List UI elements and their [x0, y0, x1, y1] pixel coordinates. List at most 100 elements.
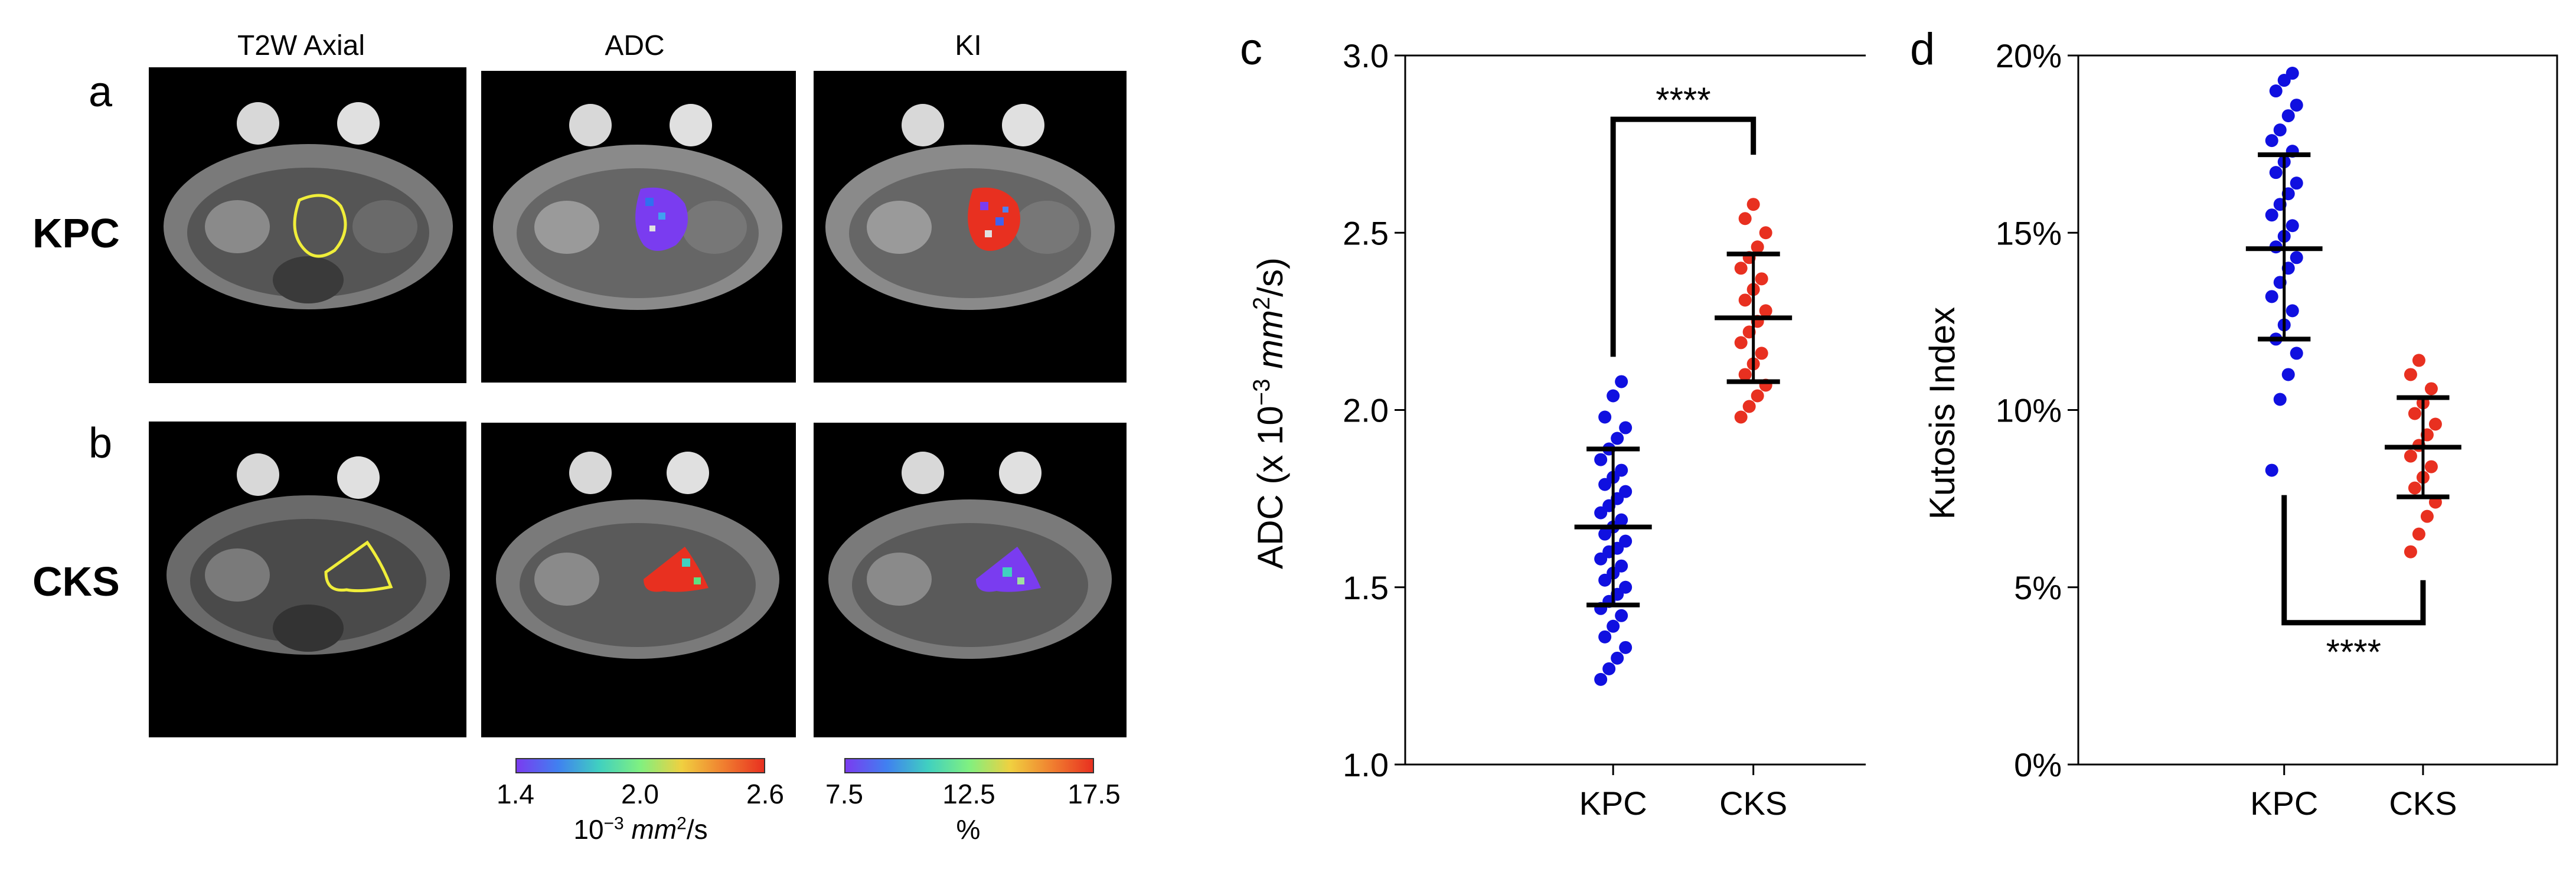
data-point-cks [2404, 449, 2417, 463]
data-point-cks [1755, 347, 1768, 360]
data-point-kpc [1619, 580, 1633, 594]
data-point-cks [1738, 293, 1752, 307]
data-point-cks [1755, 272, 1768, 286]
data-point-kpc [1615, 375, 1628, 388]
ki-colorbar-tick: 12.5 [942, 779, 995, 809]
y-tick-label: 10% [1996, 392, 2062, 429]
data-point-cks [2412, 527, 2425, 541]
data-point-cks [2424, 382, 2438, 396]
data-point-kpc [2290, 177, 2303, 190]
y-tick-label: 2.5 [1343, 214, 1389, 251]
data-point-cks [1738, 212, 1752, 226]
data-point-kpc [2281, 109, 2295, 123]
y-axis-label: ADC (x 10−3 mm2/s) [1249, 257, 1290, 569]
ki-colorbar-tick: 7.5 [825, 779, 863, 809]
mri-cks-adc [481, 423, 796, 737]
mri-kpc-t2w [149, 67, 466, 383]
mri-kpc-adc [481, 71, 796, 383]
data-point-kpc [1598, 630, 1612, 643]
data-point-kpc [2265, 134, 2278, 148]
y-tick-label: 1.5 [1343, 569, 1389, 606]
mri-cks-ki [814, 423, 1127, 737]
data-point-cks [1742, 400, 1756, 413]
data-point-cks [1746, 198, 1760, 211]
data-point-cks [2404, 368, 2417, 381]
data-point-kpc [2265, 463, 2278, 477]
data-point-kpc [1598, 410, 1612, 424]
data-point-kpc [2290, 347, 2303, 360]
data-point-kpc [2273, 123, 2287, 137]
adc-colorbar-tick: 2.0 [621, 779, 659, 809]
data-point-cks [2428, 417, 2442, 431]
y-tick-label: 0% [2014, 746, 2062, 783]
data-point-kpc [1607, 389, 1620, 403]
panel-letter-d: d [1910, 24, 1935, 74]
ki-colorbar-tick: 17.5 [1067, 779, 1121, 809]
y-tick-label: 15% [1996, 214, 2062, 251]
data-point-kpc [1619, 534, 1633, 548]
adc-colorbar-tick: 1.4 [497, 779, 534, 809]
ki-colorbar [844, 758, 1094, 773]
x-tick-label: CKS [1719, 785, 1787, 822]
adc-scatter-chart: ADC (x 10−3 mm2/s) 1.0 1.5 2.0 2.5 3.0 KPC CKS… [1249, 37, 1866, 822]
data-point-cks [1759, 304, 1772, 318]
adc-colorbar-tick: 2.6 [746, 779, 784, 809]
adc-colorbar [515, 758, 765, 773]
data-point-kpc [1611, 651, 1624, 665]
data-point-kpc [1619, 421, 1633, 434]
data-point-cks [1751, 240, 1764, 254]
data-point-kpc [1619, 641, 1633, 654]
row-label-kpc: KPC [32, 210, 120, 256]
significance-label: **** [2326, 632, 2381, 672]
x-tick-label: CKS [2389, 785, 2457, 822]
row-letter-b: b [89, 420, 113, 467]
data-point-cks [1738, 368, 1752, 381]
data-point-kpc [1594, 672, 1608, 686]
data-point-kpc [2286, 219, 2299, 233]
data-point-kpc [2290, 99, 2303, 112]
plot-frame [2077, 54, 2558, 766]
y-tick-label: 1.0 [1343, 746, 1389, 783]
column-title-ki: KI [955, 30, 982, 61]
ki-colorbar-label: % [956, 814, 981, 845]
panel-letter-c: c [1240, 24, 1262, 74]
data-point-cks [1734, 262, 1748, 275]
row-label-cks: CKS [32, 558, 120, 605]
data-point-kpc [2286, 67, 2299, 80]
data-point-cks [2408, 407, 2421, 420]
data-point-kpc [2269, 84, 2283, 98]
data-point-cks [1734, 410, 1748, 424]
data-point-kpc [2273, 393, 2287, 406]
mri-kpc-ki [814, 71, 1127, 383]
kurtosis-scatter-chart: Kutosis Index 0% 5% 10% 15% 20% KPC CKS **** [1922, 37, 2558, 822]
data-point-kpc [2265, 208, 2278, 222]
data-point-kpc [1602, 662, 1616, 675]
data-point-cks [1751, 389, 1764, 403]
data-point-kpc [2290, 251, 2303, 264]
data-point-cks [1734, 336, 1748, 349]
data-point-cks [1759, 226, 1772, 240]
data-point-kpc [1615, 559, 1628, 573]
y-tick-label: 5% [2014, 569, 2062, 606]
adc-colorbar-label: 10−3 mm2/s [573, 814, 708, 845]
data-point-kpc [1594, 453, 1608, 466]
y-tick-label: 2.0 [1343, 392, 1389, 429]
data-point-kpc [2269, 166, 2283, 179]
data-point-cks [2404, 545, 2417, 558]
y-axis-label: Kutosis Index [1922, 307, 1962, 520]
data-point-kpc [2265, 290, 2278, 303]
data-point-kpc [1615, 609, 1628, 622]
data-point-cks [2412, 354, 2425, 367]
data-point-cks [2420, 509, 2434, 523]
column-title-adc: ADC [605, 30, 665, 61]
data-point-kpc [1611, 432, 1624, 445]
column-title-t2w: T2W Axial [237, 30, 365, 61]
data-point-kpc [1615, 513, 1628, 527]
plot-frame [1404, 54, 1866, 766]
data-point-kpc [1615, 463, 1628, 477]
data-point-cks [2408, 481, 2421, 495]
x-tick-label: KPC [1579, 785, 1647, 822]
mri-cks-t2w [149, 422, 466, 737]
significance-bracket [1610, 116, 1756, 357]
data-point-kpc [1607, 619, 1620, 633]
